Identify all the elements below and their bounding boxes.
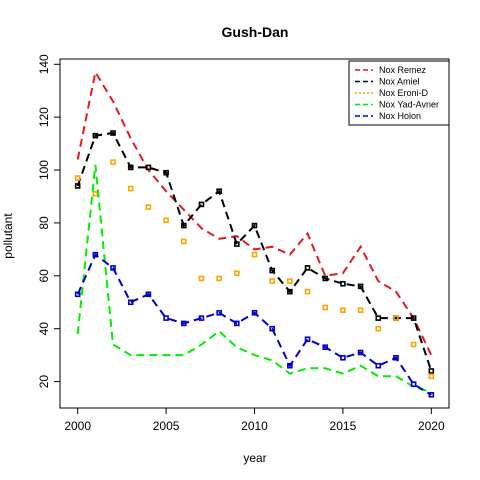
data-point <box>92 191 99 197</box>
data-point <box>322 344 329 350</box>
data-point <box>340 354 346 361</box>
series-nox-yad-avner <box>76 164 432 394</box>
y-tick-label: 60 <box>37 269 51 283</box>
data-point <box>269 325 275 332</box>
y-tick-label: 100 <box>37 160 51 180</box>
series-nox-eroni-d <box>74 159 435 380</box>
data-point <box>340 280 346 287</box>
data-point <box>163 217 169 224</box>
chart-title: Gush-Dan <box>222 24 289 40</box>
data-point <box>127 299 134 306</box>
y-tick-label: 20 <box>37 375 51 389</box>
data-point <box>198 201 205 208</box>
plot-area <box>59 58 450 409</box>
x-tick-label: 2015 <box>330 419 357 433</box>
x-axis: 2000 2005 2010 2015 2020 <box>64 408 445 433</box>
data-point <box>216 310 222 316</box>
y-tick-label: 140 <box>37 54 51 74</box>
data-point <box>322 304 329 311</box>
legend-entry: Nox Yad-Avner <box>379 100 439 110</box>
x-tick-label: 2020 <box>418 419 445 433</box>
data-point <box>410 341 417 348</box>
data-point <box>127 185 134 192</box>
data-point <box>357 307 364 313</box>
data-point <box>375 362 382 369</box>
data-point <box>234 270 240 276</box>
series-line <box>76 164 432 394</box>
data-point <box>216 188 222 194</box>
data-point <box>251 222 258 229</box>
data-point <box>287 288 293 295</box>
series-nox-remez <box>76 69 433 356</box>
series-line <box>76 253 432 396</box>
data-point <box>375 325 382 332</box>
data-point <box>74 175 81 181</box>
data-point <box>145 291 152 298</box>
data-point <box>180 320 187 327</box>
data-point <box>304 288 311 295</box>
y-tick-label: 40 <box>37 322 51 336</box>
data-point <box>198 275 205 282</box>
y-tick-label: 120 <box>37 107 51 127</box>
data-point <box>357 349 364 356</box>
data-point <box>198 315 205 321</box>
data-point <box>393 354 399 361</box>
data-point <box>410 315 417 321</box>
data-point <box>216 275 222 282</box>
data-point <box>110 130 116 136</box>
series-nox-amiel <box>74 130 435 374</box>
data-point <box>163 315 169 321</box>
data-point <box>428 373 435 380</box>
data-point <box>251 251 258 258</box>
data-point <box>428 391 435 398</box>
data-point <box>287 278 293 284</box>
legend-entry: Nox Holon <box>379 111 421 121</box>
legend-entry: Nox Eroni-D <box>379 88 429 98</box>
data-point <box>163 169 169 176</box>
data-point <box>110 265 116 271</box>
data-point <box>234 241 240 247</box>
data-point <box>180 238 187 245</box>
legend-entry: Nox Remez <box>379 65 427 75</box>
data-point <box>74 291 81 298</box>
data-point <box>234 320 240 327</box>
x-tick-label: 2000 <box>64 419 91 433</box>
data-point <box>180 222 187 229</box>
y-axis-label: pollutant <box>1 213 15 259</box>
data-point <box>145 164 152 171</box>
data-point <box>375 315 382 321</box>
x-axis-label: year <box>243 451 266 465</box>
data-point <box>357 283 364 290</box>
data-point <box>428 368 435 374</box>
data-point <box>92 251 99 258</box>
series-line <box>76 69 433 356</box>
data-point <box>92 132 99 139</box>
data-point <box>269 278 275 284</box>
data-point <box>269 267 275 274</box>
data-point <box>304 336 311 343</box>
data-point <box>393 315 399 321</box>
legend-entry: Nox Amiel <box>379 77 420 87</box>
data-point <box>304 265 311 271</box>
legend-box <box>348 60 450 126</box>
data-point <box>74 183 81 189</box>
data-point <box>340 307 346 313</box>
series-nox-holon <box>74 251 435 398</box>
data-point <box>251 310 258 316</box>
y-axis: 20 40 60 80 100 120 140 <box>37 54 60 388</box>
data-point <box>110 159 116 165</box>
series-line <box>76 131 433 372</box>
data-point <box>322 275 329 282</box>
x-tick-label: 2005 <box>153 419 180 433</box>
y-tick-label: 80 <box>37 216 51 230</box>
data-point <box>410 381 417 388</box>
data-point <box>127 164 134 171</box>
data-point <box>287 362 293 369</box>
x-tick-label: 2010 <box>241 419 268 433</box>
data-point <box>145 204 152 210</box>
